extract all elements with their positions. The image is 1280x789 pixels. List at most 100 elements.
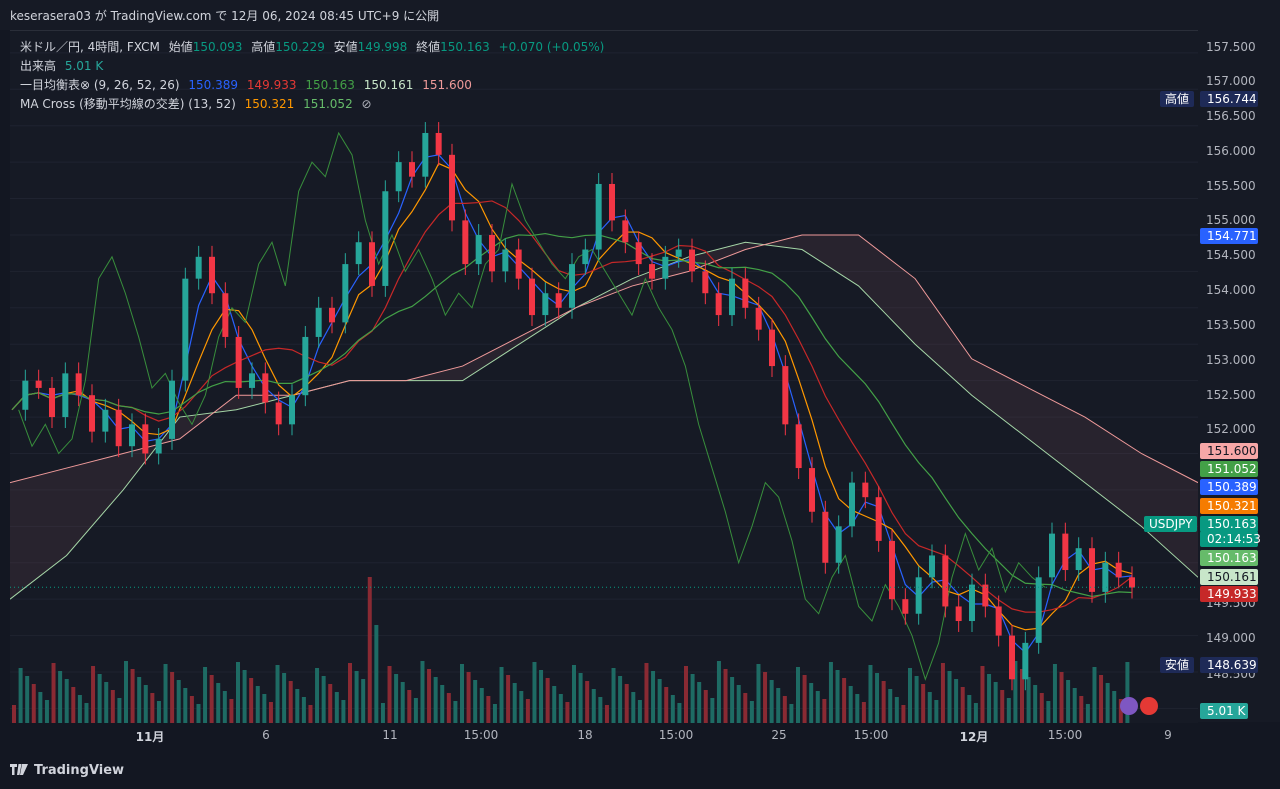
volume-bar [1105, 683, 1110, 723]
volume-bar [710, 698, 715, 723]
volume-bar [301, 697, 306, 723]
candle-body [49, 387, 55, 418]
legend-low-label: 安値 [333, 40, 358, 54]
legend-ichimoku-senkou-b: 151.600 [422, 78, 472, 92]
volume-bar [1112, 691, 1117, 723]
volume-bar [321, 676, 326, 723]
candle-body [635, 242, 642, 265]
volume-bar [519, 691, 524, 723]
volume-bar [723, 669, 728, 723]
volume-bar [578, 673, 583, 723]
volume-bar [1046, 701, 1051, 723]
time-label: 18 [577, 728, 593, 742]
legend-ma-cross-row[interactable]: MA Cross (移動平均線の交差) (13, 52) 150.321 151… [20, 95, 609, 114]
volume-bar [967, 695, 972, 723]
volume-bar [624, 684, 629, 723]
volume-bar [400, 682, 405, 723]
candle-body [755, 307, 762, 330]
volume-bar [341, 700, 346, 723]
volume-bar [664, 687, 669, 723]
candle-body [1049, 533, 1055, 578]
flash-event-icon[interactable] [1120, 697, 1138, 715]
price-label-crosshair: 154.771 [1200, 228, 1258, 244]
volume-bar [743, 693, 748, 723]
time-label: 15:00 [463, 728, 499, 742]
volume-bar [697, 682, 702, 723]
volume-bar [427, 669, 432, 723]
volume-bar [611, 668, 616, 723]
candle-body [1129, 577, 1135, 588]
symbol-tag[interactable]: USDJPY [1144, 516, 1198, 532]
volume-bar [486, 696, 491, 723]
candle-body [609, 183, 615, 221]
volume-bar [255, 686, 260, 723]
candle-body [1089, 548, 1095, 592]
volume-bar [861, 702, 866, 723]
volume-bar [802, 675, 807, 723]
volume-bar [716, 661, 721, 723]
volume-bar [1052, 664, 1057, 723]
volume-bar [473, 680, 478, 723]
volume-bar [361, 679, 366, 723]
brand-name: TradingView [34, 763, 125, 778]
volume-bar [914, 676, 919, 723]
volume-bar [539, 670, 544, 723]
volume-bar [835, 670, 840, 723]
volume-bar [163, 664, 168, 723]
price-label-ma52: 151.052 [1200, 461, 1258, 477]
volume-bar [637, 700, 642, 723]
legend-hidden-icon[interactable]: ⊘ [361, 97, 372, 111]
legend-close: 150.163 [440, 40, 490, 54]
candle-body [115, 409, 122, 447]
legend-volume-row[interactable]: 出来高 5.01 K [20, 57, 609, 76]
volume-bar [769, 680, 774, 723]
volume-bar [1092, 667, 1097, 723]
price-tick: 154.500 [1206, 248, 1256, 262]
high-tag: 高値 [1160, 91, 1195, 107]
volume-bar [947, 671, 952, 723]
chart-pane[interactable] [10, 30, 1198, 723]
volume-bar [31, 684, 36, 723]
candle-body [982, 584, 989, 607]
volume-bar [789, 704, 794, 723]
us-flag-icon[interactable] [1140, 697, 1158, 715]
candle-body [809, 468, 815, 512]
candle-body [555, 293, 562, 308]
candle-body [835, 526, 842, 563]
volume-bar [420, 661, 425, 723]
chart-canvas[interactable] [10, 31, 1198, 723]
legend-volume-value: 5.01 K [64, 59, 104, 73]
volume-bar [1085, 704, 1090, 723]
volume-bar [249, 678, 254, 723]
price-tick: 156.500 [1206, 109, 1256, 123]
candle-body [595, 183, 602, 250]
volume-bar [736, 685, 741, 723]
candle-body [289, 395, 295, 425]
top-bar: keserasera03 が TradingView.com で 12月 06,… [0, 0, 1280, 30]
volume-bar [894, 697, 899, 723]
volume-bar [203, 667, 208, 723]
volume-bar [993, 682, 998, 723]
price-label-chikou: 150.163 [1200, 550, 1258, 566]
senkou-span-b [10, 234, 1198, 484]
legend-main-row[interactable]: 米ドル／円, 4時間, FXCM 始値150.093 高値150.229 安値1… [20, 38, 609, 57]
candle-body [262, 373, 269, 403]
volume-bar [1020, 669, 1024, 723]
candle-body [542, 293, 549, 316]
tradingview-brand[interactable]: TradingView [10, 763, 124, 778]
volume-bar [117, 698, 122, 723]
time-axis[interactable]: 11月 6 11 15:00 18 15:00 25 15:00 12月 15:… [10, 722, 1198, 752]
volume-bar [242, 670, 247, 723]
candle-body [355, 242, 362, 265]
legend-ichimoku-row[interactable]: 一目均衡表⊗ (9, 26, 52, 26) 150.389 149.933 1… [20, 76, 609, 95]
volume-bar [1039, 693, 1044, 723]
candle-body [1022, 642, 1029, 680]
volume-bar [987, 674, 992, 723]
time-label: 25 [771, 728, 787, 742]
volume-bar [1000, 690, 1005, 723]
volume-bar [183, 688, 188, 723]
volume-bar [229, 699, 234, 723]
price-axis[interactable]: 157.500 157.000 156.500 156.000 155.500 … [1198, 30, 1280, 722]
candle-body [955, 606, 962, 622]
volume-bar [196, 704, 201, 723]
